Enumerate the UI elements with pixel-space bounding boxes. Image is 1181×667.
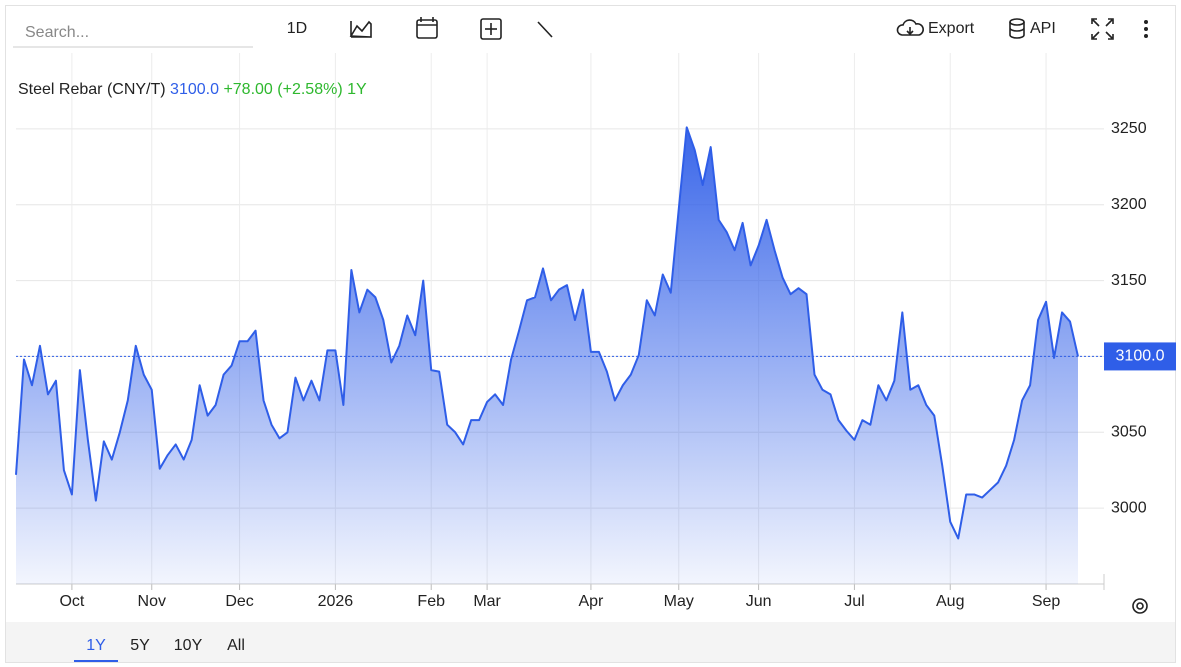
calendar-button[interactable] <box>416 17 438 39</box>
gear-button[interactable] <box>1132 598 1148 614</box>
range-button[interactable]: 1Y <box>86 637 106 654</box>
change: +78.00 <box>223 81 272 98</box>
fullscreen-button[interactable] <box>1091 18 1114 40</box>
price-line <box>15 126 1079 540</box>
area-fill <box>16 127 1078 584</box>
more-button[interactable] <box>1144 20 1148 38</box>
x-tick-label: Apr <box>578 593 604 610</box>
x-tick-label: Jul <box>844 593 864 610</box>
x-tick-label: Dec <box>225 593 253 610</box>
api-button[interactable]: API <box>1030 20 1056 37</box>
period: 1Y <box>347 81 367 98</box>
y-tick-label: 3200 <box>1111 196 1147 213</box>
change-pct: (+2.58%) <box>277 81 342 98</box>
compare-button[interactable] <box>480 18 502 40</box>
x-tick-label: Aug <box>936 593 964 610</box>
chart-type-button[interactable] <box>349 20 372 38</box>
range-button[interactable]: All <box>227 637 245 654</box>
last-price-box <box>1104 342 1176 371</box>
interval-button[interactable]: 1D <box>287 20 307 37</box>
x-tick-label: Sep <box>1032 593 1061 610</box>
y-tick-label: 3000 <box>1111 499 1147 516</box>
search-box[interactable]: Search... <box>25 24 89 41</box>
x-tick-label: Feb <box>417 593 445 610</box>
x-tick-label: May <box>664 593 694 610</box>
title: Steel Rebar (CNY/T) <box>18 81 166 98</box>
range-button[interactable]: 5Y <box>130 637 150 654</box>
x-tick-label: Mar <box>473 593 501 610</box>
last-price-label: 3100.0 <box>1116 348 1165 365</box>
export-button[interactable]: Export <box>928 20 975 37</box>
range-bar <box>6 622 1175 662</box>
range-button[interactable]: 10Y <box>174 637 203 654</box>
settings-tool-button[interactable] <box>537 21 553 38</box>
y-tick-label: 3050 <box>1111 424 1147 441</box>
chart-title: Steel Rebar (CNY/T) 3100.0 +78.00 (+2.58… <box>18 81 367 98</box>
api-icon[interactable] <box>1009 18 1025 39</box>
x-tick-label: Jun <box>746 593 772 610</box>
price: 3100.0 <box>170 81 219 98</box>
x-tick-label: 2026 <box>318 593 354 610</box>
x-tick-label: Nov <box>138 593 166 610</box>
x-tick-label: Oct <box>59 593 84 610</box>
y-tick-label: 3150 <box>1111 272 1147 289</box>
y-tick-label: 3250 <box>1111 120 1147 137</box>
export-icon[interactable] <box>896 19 924 36</box>
